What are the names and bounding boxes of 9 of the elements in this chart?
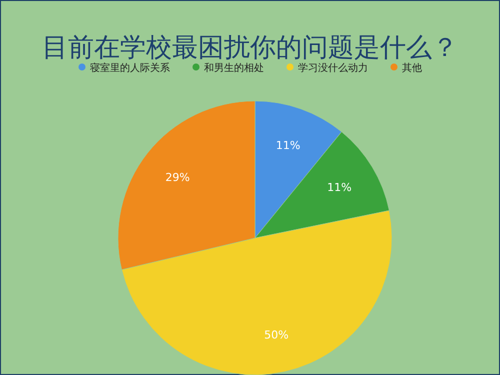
data-label: 29% — [165, 170, 190, 184]
data-label: 11% — [327, 180, 352, 194]
legend-label: 寝室里的人际关系 — [90, 62, 170, 74]
legend-label: 和男生的相处 — [204, 62, 264, 74]
data-label: 50% — [264, 328, 289, 342]
chart-title: 目前在学校最困扰你的问题是什么？ — [42, 33, 458, 63]
legend-label: 其他 — [402, 62, 422, 74]
legend-label: 学习没什么动力 — [298, 62, 368, 74]
data-label: 11% — [276, 139, 300, 152]
